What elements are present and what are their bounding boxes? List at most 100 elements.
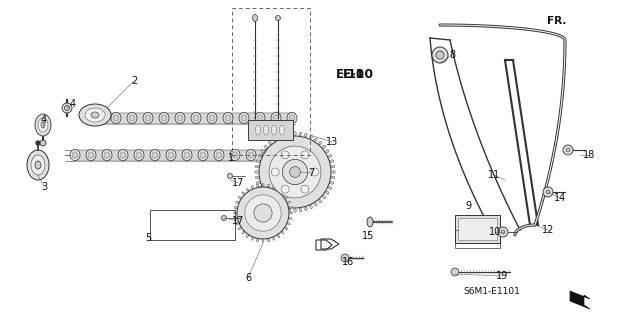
Ellipse shape — [214, 149, 224, 160]
Ellipse shape — [79, 104, 111, 126]
Ellipse shape — [259, 155, 262, 157]
Circle shape — [259, 136, 331, 208]
Ellipse shape — [143, 112, 153, 123]
Ellipse shape — [264, 196, 268, 199]
Ellipse shape — [111, 112, 121, 123]
Ellipse shape — [257, 184, 259, 187]
Circle shape — [501, 230, 505, 234]
Ellipse shape — [262, 240, 264, 242]
Ellipse shape — [268, 141, 271, 145]
Text: 3: 3 — [41, 182, 47, 192]
Ellipse shape — [248, 152, 254, 158]
Text: 17: 17 — [232, 178, 244, 188]
Ellipse shape — [261, 191, 264, 194]
Circle shape — [221, 216, 227, 220]
Ellipse shape — [234, 206, 237, 209]
Ellipse shape — [300, 208, 301, 212]
Ellipse shape — [182, 149, 192, 160]
Ellipse shape — [234, 218, 237, 219]
Ellipse shape — [305, 133, 307, 137]
Ellipse shape — [314, 203, 317, 206]
Ellipse shape — [225, 115, 231, 121]
Text: S6M1-E1101: S6M1-E1101 — [463, 286, 520, 295]
Ellipse shape — [193, 115, 199, 121]
Text: 7: 7 — [308, 168, 314, 178]
Text: E-10: E-10 — [336, 68, 365, 80]
Ellipse shape — [328, 187, 332, 189]
Ellipse shape — [330, 182, 333, 184]
Ellipse shape — [175, 112, 185, 123]
Ellipse shape — [257, 239, 259, 242]
Ellipse shape — [273, 203, 276, 206]
Circle shape — [245, 195, 281, 231]
Ellipse shape — [259, 187, 262, 189]
Ellipse shape — [242, 232, 244, 234]
Ellipse shape — [323, 196, 326, 199]
Ellipse shape — [271, 125, 276, 135]
Ellipse shape — [200, 152, 206, 158]
Bar — [455, 230, 500, 248]
Circle shape — [36, 141, 40, 145]
Ellipse shape — [223, 112, 233, 123]
Ellipse shape — [152, 152, 158, 158]
Ellipse shape — [310, 205, 312, 209]
Text: 4: 4 — [41, 115, 47, 125]
Ellipse shape — [177, 115, 183, 121]
Ellipse shape — [282, 232, 284, 234]
Ellipse shape — [283, 133, 285, 137]
Ellipse shape — [257, 115, 263, 121]
Ellipse shape — [268, 184, 269, 187]
Ellipse shape — [271, 112, 281, 123]
Ellipse shape — [268, 239, 269, 242]
Ellipse shape — [236, 201, 239, 203]
Ellipse shape — [273, 238, 275, 240]
Ellipse shape — [246, 189, 248, 191]
Ellipse shape — [289, 206, 292, 209]
Ellipse shape — [326, 150, 329, 152]
Ellipse shape — [314, 138, 317, 141]
Ellipse shape — [264, 145, 268, 148]
Text: 15: 15 — [362, 231, 374, 241]
Bar — [248, 120, 293, 140]
Ellipse shape — [289, 115, 295, 121]
Ellipse shape — [38, 118, 48, 132]
Ellipse shape — [328, 155, 332, 157]
Ellipse shape — [278, 135, 280, 139]
Ellipse shape — [273, 186, 275, 189]
Ellipse shape — [273, 115, 279, 121]
Ellipse shape — [261, 150, 264, 152]
Ellipse shape — [326, 191, 329, 194]
Ellipse shape — [277, 235, 280, 238]
Ellipse shape — [273, 138, 276, 141]
Ellipse shape — [311, 168, 319, 176]
Ellipse shape — [129, 115, 135, 121]
Text: E-10: E-10 — [343, 69, 374, 81]
Ellipse shape — [230, 149, 240, 160]
Ellipse shape — [288, 132, 291, 136]
Ellipse shape — [319, 200, 322, 203]
Ellipse shape — [277, 189, 280, 191]
Ellipse shape — [159, 112, 169, 123]
Circle shape — [563, 145, 573, 155]
Text: 8: 8 — [449, 50, 455, 60]
Ellipse shape — [264, 125, 269, 135]
Ellipse shape — [27, 150, 49, 180]
Ellipse shape — [41, 122, 45, 128]
Ellipse shape — [264, 152, 270, 158]
Ellipse shape — [134, 149, 144, 160]
Circle shape — [546, 190, 550, 194]
Text: 6: 6 — [245, 273, 251, 283]
Ellipse shape — [239, 227, 241, 230]
Ellipse shape — [367, 217, 373, 227]
Ellipse shape — [275, 16, 280, 20]
Circle shape — [566, 148, 570, 152]
Text: 14: 14 — [554, 193, 566, 203]
Ellipse shape — [209, 115, 215, 121]
Ellipse shape — [301, 151, 309, 159]
Ellipse shape — [332, 176, 335, 179]
Ellipse shape — [300, 132, 301, 136]
Ellipse shape — [262, 149, 272, 160]
Ellipse shape — [282, 192, 284, 194]
Ellipse shape — [31, 155, 45, 175]
Ellipse shape — [283, 207, 285, 211]
